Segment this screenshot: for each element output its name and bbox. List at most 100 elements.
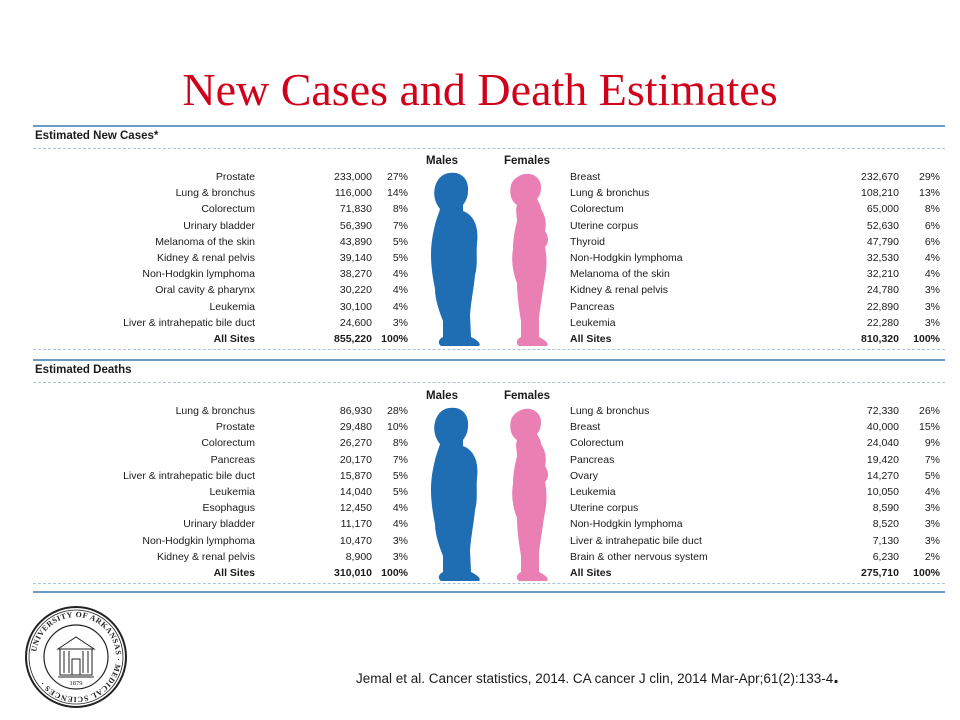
slide-title: New Cases and Death Estimates [182, 64, 778, 115]
top-rule [33, 125, 945, 127]
table-row: Liver & intrahepatic bile duct 15,870 5% Ov… [33, 470, 945, 486]
male-silhouette-icon [431, 172, 480, 346]
male-site-cell: Liver & intrahepatic bile duct [123, 469, 255, 482]
female-count-cell: 22,890 [866, 300, 899, 313]
female-percent-cell: 29% [918, 171, 940, 183]
female-count-cell: 7,130 [872, 534, 899, 547]
male-count-cell: 15,870 [339, 469, 372, 482]
table-row: Colorectum 26,270 8% Colorectum 24,040 9% [33, 437, 945, 453]
female-percent-cell: 4% [924, 486, 940, 498]
female-percent-cell: 3% [924, 534, 940, 547]
males-header: Males [426, 390, 458, 402]
female-count-cell: 65,000 [866, 203, 899, 216]
male-count-cell: 86,930 [339, 405, 372, 417]
female-site-cell: Ovary [570, 469, 599, 482]
female-percent-cell: 7% [924, 453, 940, 466]
male-percent-cell: 10% [386, 421, 408, 434]
male-site-cell: Kidney & renal pelvis [156, 252, 255, 264]
male-site-cell: Prostate [215, 421, 255, 434]
female-count-cell: 6,230 [872, 550, 899, 563]
dashed-rule [33, 148, 945, 149]
male-site-cell: Lung & bronchus [175, 187, 255, 200]
male-percent-cell: 7% [392, 219, 408, 232]
female-count-cell: 24,040 [866, 437, 899, 450]
male-percent-cell: 7% [392, 453, 408, 466]
female-percent-cell: 100% [913, 567, 940, 579]
female-site-cell: Lung & bronchus [570, 187, 650, 200]
male-site-cell: Kidney & renal pelvis [156, 550, 255, 563]
male-count-cell: 71,830 [339, 203, 372, 216]
male-site-cell: Pancreas [210, 453, 255, 466]
female-percent-cell: 3% [924, 502, 940, 515]
male-count-cell: 116,000 [334, 187, 372, 200]
dashed-rule [33, 382, 945, 383]
male-percent-cell: 27% [386, 171, 408, 183]
female-site-cell: Colorectum [570, 437, 624, 450]
female-site-cell: Colorectum [570, 203, 624, 216]
male-site-cell: Non-Hodgkin lymphoma [142, 534, 255, 547]
male-percent-cell: 3% [392, 534, 408, 547]
male-count-cell: 30,220 [339, 284, 372, 297]
female-silhouette-icon [510, 173, 548, 346]
male-count-cell: 10,470 [339, 534, 372, 547]
dashed-rule [33, 583, 945, 584]
bottom-rule [33, 591, 945, 593]
table-row: Lung & bronchus 116,000 14% Lung & bronchus… [33, 187, 945, 203]
male-site-cell: Lung & bronchus [175, 405, 255, 417]
table-row: Oral cavity & pharynx 30,220 4% Kidney & re… [33, 284, 945, 300]
male-site-cell: Esophagus [202, 502, 255, 515]
female-site-cell: Leukemia [570, 316, 616, 329]
male-count-cell: 43,890 [339, 235, 372, 248]
male-percent-cell: 3% [392, 550, 408, 563]
male-count-cell: 310,010 [334, 567, 372, 579]
female-percent-cell: 3% [924, 518, 940, 531]
table-total-row: All Sites 310,010 100% All Sites 275,710 100% [33, 567, 945, 583]
new-cases-title: Estimated New Cases* [35, 130, 159, 142]
dashed-rule [33, 349, 945, 350]
male-site-cell: Leukemia [209, 300, 255, 313]
female-count-cell: 10,050 [866, 486, 899, 498]
female-percent-cell: 3% [924, 284, 940, 297]
female-site-cell: Non-Hodgkin lymphoma [570, 252, 683, 264]
male-site-cell: Urinary bladder [183, 219, 255, 232]
male-silhouette-icon [431, 407, 480, 581]
female-percent-cell: 3% [924, 316, 940, 329]
male-percent-cell: 100% [381, 567, 408, 579]
female-percent-cell: 13% [918, 187, 940, 200]
female-percent-cell: 2% [924, 550, 940, 563]
female-percent-cell: 4% [924, 268, 940, 281]
female-site-cell: Uterine corpus [570, 502, 639, 515]
female-count-cell: 47,790 [866, 235, 899, 248]
male-percent-cell: 8% [392, 203, 408, 216]
female-percent-cell: 100% [913, 333, 940, 345]
svg-text:1879: 1879 [70, 680, 83, 687]
female-count-cell: 275,710 [861, 567, 899, 579]
male-percent-cell: 4% [392, 502, 408, 515]
female-silhouette-icon [510, 408, 548, 581]
male-percent-cell: 5% [392, 235, 408, 248]
female-count-cell: 72,330 [866, 405, 899, 417]
male-count-cell: 855,220 [334, 333, 372, 345]
female-count-cell: 32,530 [866, 252, 899, 264]
female-percent-cell: 4% [924, 252, 940, 264]
female-percent-cell: 6% [924, 219, 940, 232]
female-count-cell: 52,630 [866, 219, 899, 232]
male-percent-cell: 28% [386, 405, 408, 417]
male-site-cell: Non-Hodgkin lymphoma [142, 268, 255, 281]
female-count-cell: 108,210 [861, 187, 899, 200]
female-count-cell: 8,590 [872, 502, 899, 515]
table-row: Urinary bladder 56,390 7% Uterine corpus 52,… [33, 220, 945, 236]
female-site-cell: All Sites [570, 333, 612, 345]
table-row: Prostate 29,480 10% Breast 40,000 15% [33, 421, 945, 437]
male-count-cell: 24,600 [339, 316, 372, 329]
female-site-cell: Pancreas [570, 300, 615, 313]
female-site-cell: Uterine corpus [570, 219, 639, 232]
male-count-cell: 30,100 [339, 300, 372, 313]
females-header: Females [504, 155, 551, 167]
male-count-cell: 26,270 [339, 437, 372, 450]
female-count-cell: 8,520 [872, 518, 899, 531]
male-count-cell: 38,270 [339, 268, 372, 281]
male-count-cell: 12,450 [339, 502, 372, 515]
female-percent-cell: 15% [918, 421, 940, 434]
male-count-cell: 233,000 [334, 171, 372, 183]
